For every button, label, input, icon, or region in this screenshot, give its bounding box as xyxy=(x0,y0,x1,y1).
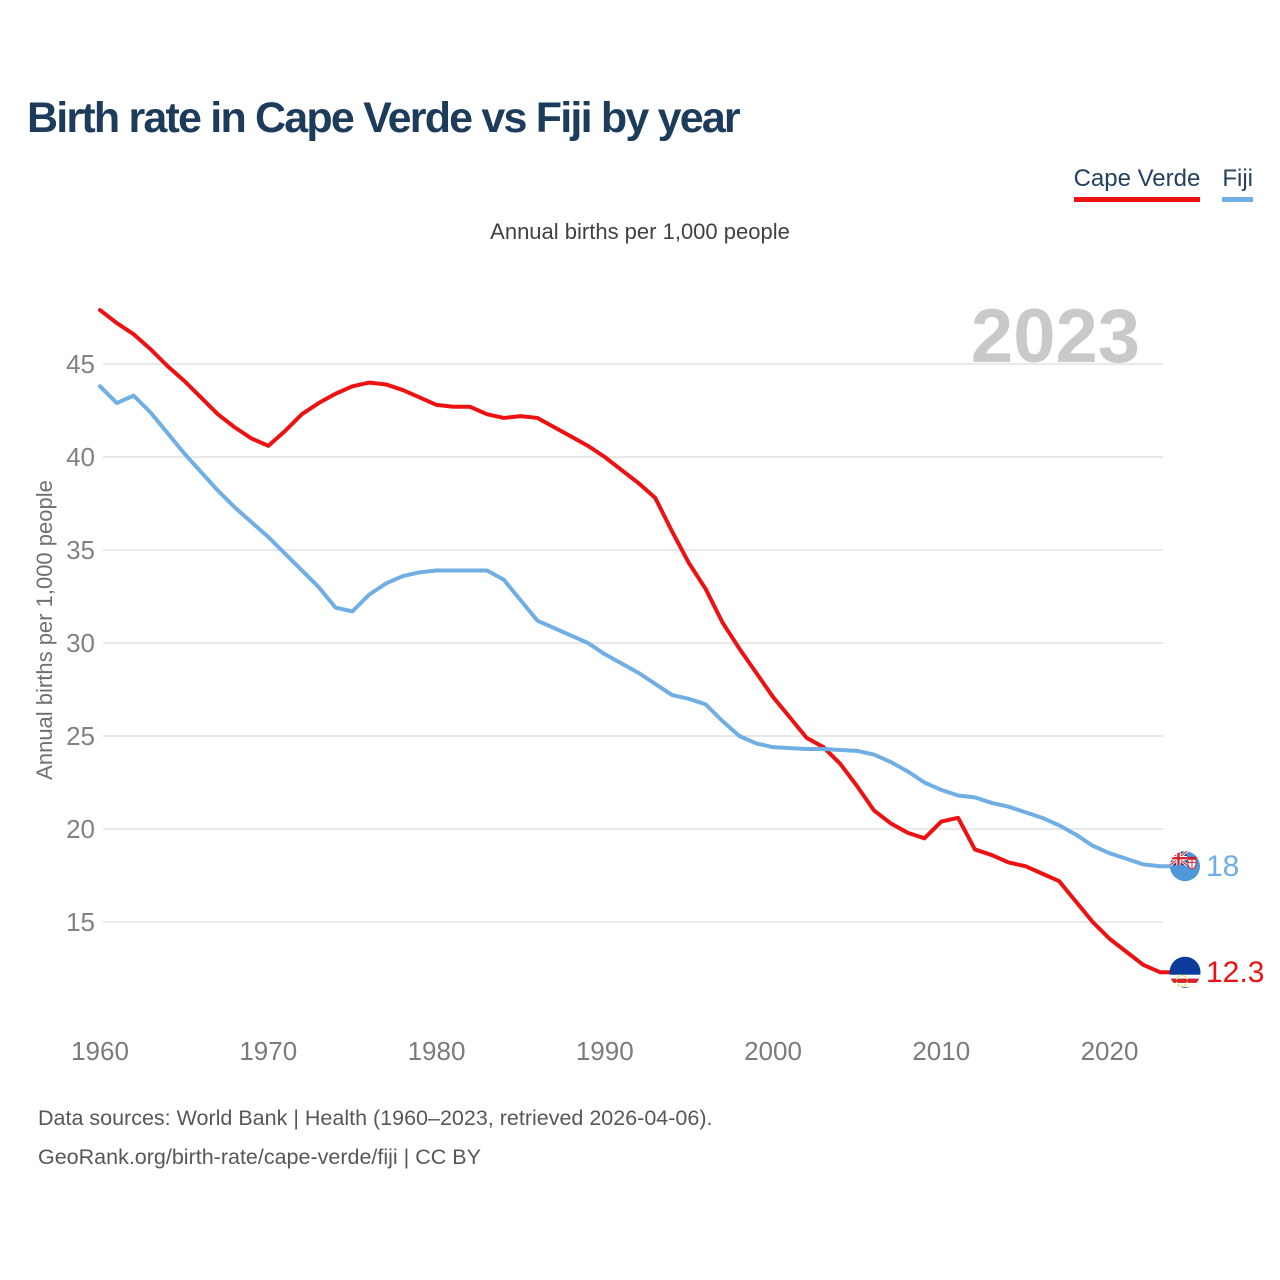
x-tick-label: 1990 xyxy=(576,1036,634,1066)
line-chart: 15 20 25 30 35 40 45 1960 1970 1980 1990 2000 2010 2… xyxy=(32,294,1264,1066)
y-tick-label: 25 xyxy=(66,721,95,751)
gridlines xyxy=(103,363,1163,923)
footer: Data sources: World Bank | Health (1960–… xyxy=(38,1099,712,1177)
cape-verde-flag-icon xyxy=(1169,956,1201,988)
x-tick-label: 2020 xyxy=(1081,1036,1139,1066)
legend-label-cape-verde: Cape Verde xyxy=(1073,165,1201,192)
line-cape-verde xyxy=(98,308,1176,975)
watermark-year: 2023 xyxy=(971,294,1140,379)
y-tick-label: 30 xyxy=(66,628,95,658)
end-value-label-fiji: 18 xyxy=(1206,850,1239,883)
y-axis-tick-labels: 15 20 25 30 35 40 45 xyxy=(66,349,95,937)
y-axis-title: Annual births per 1,000 people xyxy=(32,480,57,780)
chart-subtitle: Annual births per 1,000 people xyxy=(490,219,790,244)
y-tick-label: 45 xyxy=(66,349,95,379)
x-tick-label: 2000 xyxy=(744,1036,802,1066)
end-value-label-cape-verde: 12.3 xyxy=(1206,956,1264,989)
y-tick-label: 35 xyxy=(66,535,95,565)
legend-label-fiji: Fiji xyxy=(1222,165,1253,192)
footer-attribution: GeoRank.org/birth-rate/cape-verde/fiji |… xyxy=(38,1145,481,1169)
legend-item-cape-verde[interactable]: Cape Verde xyxy=(1073,165,1201,203)
y-tick-label: 20 xyxy=(66,814,95,844)
x-tick-label: 1960 xyxy=(71,1036,129,1066)
line-fiji xyxy=(98,384,1176,869)
x-tick-label: 1970 xyxy=(239,1036,297,1066)
legend: Cape Verde Fiji xyxy=(1073,165,1253,203)
legend-item-fiji[interactable]: Fiji xyxy=(1222,165,1253,203)
footer-sources: Data sources: World Bank | Health (1960–… xyxy=(38,1106,713,1130)
page-title: Birth rate in Cape Verde vs Fiji by year xyxy=(27,94,741,142)
y-tick-label: 15 xyxy=(66,907,95,937)
data-lines xyxy=(98,308,1176,975)
x-tick-label: 1980 xyxy=(408,1036,466,1066)
x-tick-label: 2010 xyxy=(912,1036,970,1066)
cape-verde-stars xyxy=(1175,974,1189,988)
y-tick-label: 40 xyxy=(66,442,95,472)
fiji-flag-icon xyxy=(1170,851,1200,882)
x-axis-tick-labels: 1960 1970 1980 1990 2000 2010 2020 xyxy=(71,1036,1138,1066)
